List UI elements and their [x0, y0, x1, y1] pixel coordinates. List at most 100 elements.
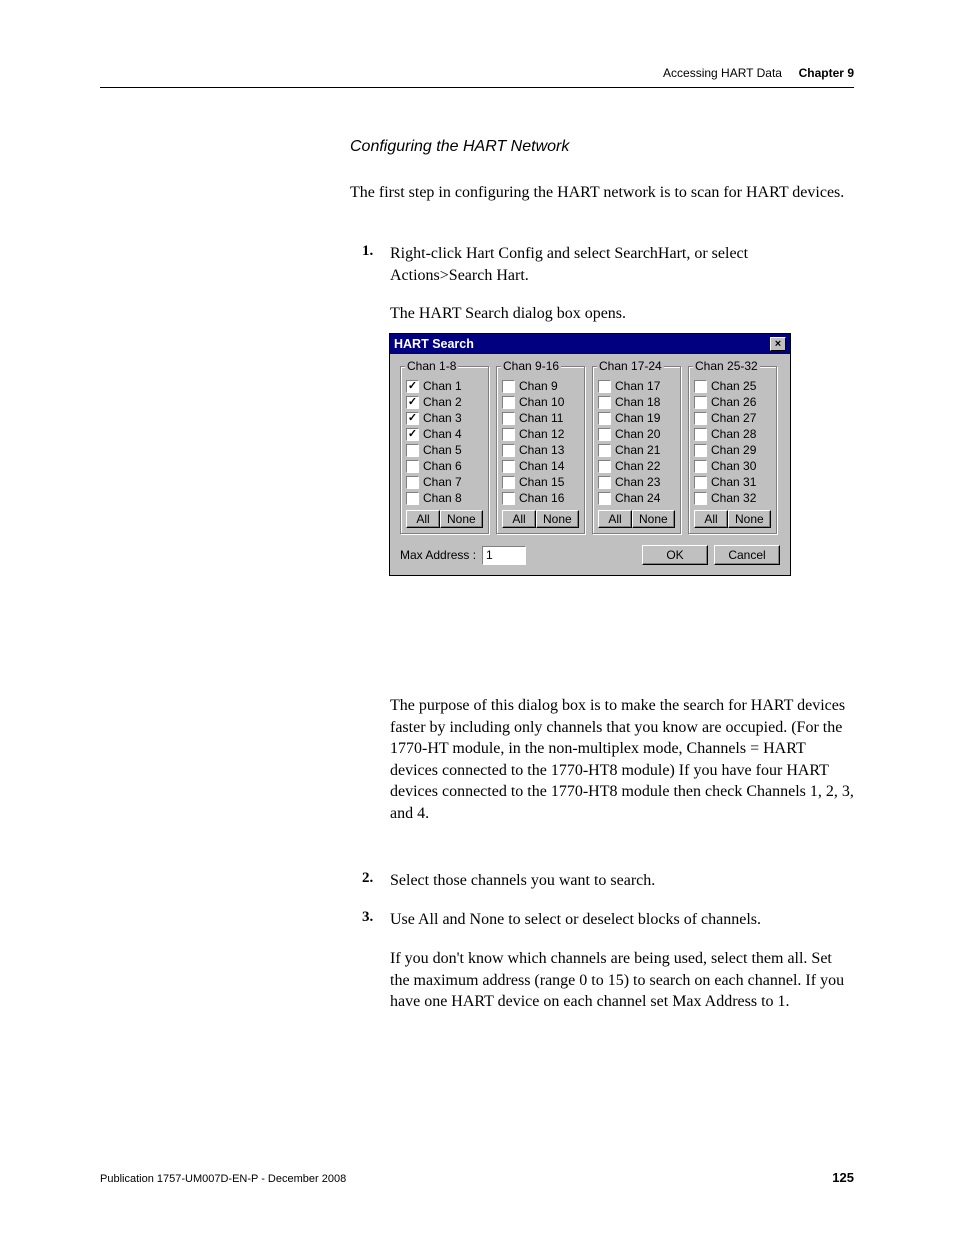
channel-row: Chan 25 [694, 379, 772, 393]
channel-row: Chan 18 [598, 395, 676, 409]
channel-checkbox[interactable] [406, 444, 419, 457]
channel-label: Chan 6 [423, 459, 462, 473]
channel-row: Chan 26 [694, 395, 772, 409]
header-breadcrumb: Accessing HART Data [663, 66, 782, 80]
channel-label: Chan 23 [615, 475, 660, 489]
channel-checkbox[interactable] [598, 380, 611, 393]
channel-label: Chan 12 [519, 427, 564, 441]
channel-checkbox[interactable] [406, 492, 419, 505]
channel-label: Chan 17 [615, 379, 660, 393]
channel-checkbox[interactable] [502, 444, 515, 457]
channel-group: Chan 1-8Chan 1Chan 2Chan 3Chan 4Chan 5Ch… [400, 366, 490, 535]
dialog-body: Chan 1-8Chan 1Chan 2Chan 3Chan 4Chan 5Ch… [390, 354, 790, 575]
channel-label: Chan 32 [711, 491, 756, 505]
max-address-input[interactable]: 1 [482, 546, 526, 565]
ok-button[interactable]: OK [642, 545, 708, 565]
channel-row: Chan 2 [406, 395, 484, 409]
group-legend: Chan 1-8 [405, 359, 458, 373]
step-1-followup: The HART Search dialog box opens. [390, 303, 850, 325]
channel-checkbox[interactable] [694, 412, 707, 425]
step-2-text: Select those channels you want to search… [390, 870, 850, 892]
none-button[interactable]: None [536, 510, 579, 528]
channel-checkbox[interactable] [406, 396, 419, 409]
header-rule [100, 87, 854, 88]
channel-checkbox[interactable] [502, 396, 515, 409]
channel-checkbox[interactable] [406, 380, 419, 393]
channel-row: Chan 7 [406, 475, 484, 489]
channel-row: Chan 8 [406, 491, 484, 505]
channel-checkbox[interactable] [502, 492, 515, 505]
all-button[interactable]: All [502, 510, 536, 528]
channel-checkbox[interactable] [598, 460, 611, 473]
channel-row: Chan 10 [502, 395, 580, 409]
channel-checkbox[interactable] [598, 428, 611, 441]
all-button[interactable]: All [598, 510, 632, 528]
dialog-titlebar: HART Search × [390, 334, 790, 354]
channel-checkbox[interactable] [406, 412, 419, 425]
channel-checkbox[interactable] [598, 396, 611, 409]
all-button[interactable]: All [694, 510, 728, 528]
channel-label: Chan 13 [519, 443, 564, 457]
channel-row: Chan 4 [406, 427, 484, 441]
channel-label: Chan 7 [423, 475, 462, 489]
channel-row: Chan 27 [694, 411, 772, 425]
max-address-label: Max Address : [400, 548, 476, 562]
channel-row: Chan 9 [502, 379, 580, 393]
all-button[interactable]: All [406, 510, 440, 528]
channel-label: Chan 11 [519, 411, 563, 425]
channel-row: Chan 16 [502, 491, 580, 505]
dialog-title: HART Search [394, 337, 474, 351]
channel-label: Chan 1 [423, 379, 462, 393]
channel-checkbox[interactable] [694, 428, 707, 441]
channel-checkbox[interactable] [502, 428, 515, 441]
step-1-text: Right-click Hart Config and select Searc… [390, 243, 850, 286]
channel-label: Chan 19 [615, 411, 660, 425]
channel-row: Chan 29 [694, 443, 772, 457]
footer-publication: Publication 1757-UM007D-EN-P - December … [100, 1173, 346, 1185]
channel-checkbox[interactable] [598, 476, 611, 489]
channel-label: Chan 25 [711, 379, 756, 393]
channel-checkbox[interactable] [502, 380, 515, 393]
channel-row: Chan 15 [502, 475, 580, 489]
channel-checkbox[interactable] [598, 412, 611, 425]
channel-label: Chan 31 [711, 475, 756, 489]
none-button[interactable]: None [440, 510, 483, 528]
channel-row: Chan 1 [406, 379, 484, 393]
group-button-pair: AllNone [694, 510, 772, 528]
channel-checkbox[interactable] [694, 476, 707, 489]
channel-checkbox[interactable] [694, 460, 707, 473]
group-button-pair: AllNone [598, 510, 676, 528]
channel-checkbox[interactable] [406, 460, 419, 473]
channel-label: Chan 4 [423, 427, 462, 441]
channel-checkbox[interactable] [406, 428, 419, 441]
none-button[interactable]: None [632, 510, 675, 528]
channel-label: Chan 18 [615, 395, 660, 409]
channel-checkbox[interactable] [694, 492, 707, 505]
channel-label: Chan 26 [711, 395, 756, 409]
channel-checkbox[interactable] [502, 476, 515, 489]
header-chapter: Chapter 9 [799, 66, 854, 80]
channel-checkbox[interactable] [694, 380, 707, 393]
channel-label: Chan 20 [615, 427, 660, 441]
none-button[interactable]: None [728, 510, 771, 528]
channel-checkbox[interactable] [502, 412, 515, 425]
channel-checkbox[interactable] [598, 492, 611, 505]
channel-checkbox[interactable] [598, 444, 611, 457]
channel-row: Chan 11 [502, 411, 580, 425]
dialog-bottom-row: Max Address : 1 OK Cancel [400, 541, 780, 565]
close-icon[interactable]: × [770, 337, 786, 351]
cancel-button[interactable]: Cancel [714, 545, 780, 565]
channel-row: Chan 13 [502, 443, 580, 457]
channel-row: Chan 14 [502, 459, 580, 473]
channel-group: Chan 9-16Chan 9Chan 10Chan 11Chan 12Chan… [496, 366, 586, 535]
channel-checkbox[interactable] [406, 476, 419, 489]
channel-label: Chan 9 [519, 379, 558, 393]
channel-row: Chan 31 [694, 475, 772, 489]
channel-checkbox[interactable] [694, 444, 707, 457]
channel-checkbox[interactable] [502, 460, 515, 473]
channel-label: Chan 30 [711, 459, 756, 473]
channel-row: Chan 12 [502, 427, 580, 441]
channel-checkbox[interactable] [694, 396, 707, 409]
channel-label: Chan 24 [615, 491, 660, 505]
channel-label: Chan 8 [423, 491, 462, 505]
